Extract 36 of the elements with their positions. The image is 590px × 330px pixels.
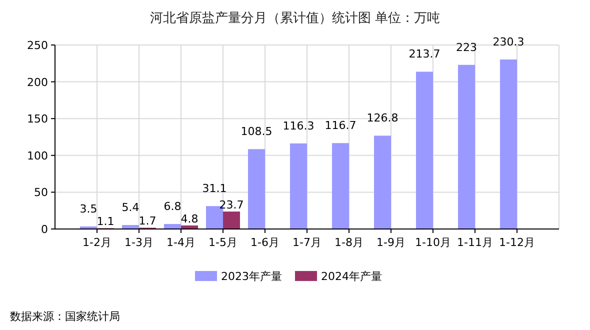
label: 213.7	[408, 48, 440, 61]
label: 31.1	[202, 182, 227, 196]
xtick: 1-8月	[334, 236, 364, 249]
ytick: 100	[27, 149, 48, 162]
label: 5.4	[122, 201, 140, 214]
xtick: 1-4月	[166, 236, 196, 249]
ytick: 250	[27, 39, 48, 52]
label: 3.5	[80, 202, 98, 216]
label: 1.7	[138, 214, 156, 228]
title: 河北省原盐产量分月（累计值）统计图 单位：万吨	[150, 11, 440, 26]
xtick: 1-10月	[415, 236, 451, 249]
label: 1.1	[96, 215, 114, 228]
ytick: 0	[41, 223, 48, 236]
label: 223	[456, 40, 477, 54]
label: 108.5	[240, 125, 272, 138]
legend: 2024年产量	[321, 270, 382, 283]
xtick: 1-7月	[292, 236, 322, 249]
xtick: 1-6月	[250, 236, 280, 249]
label: 116.3	[282, 119, 314, 132]
label: 6.8	[164, 200, 182, 213]
annotation: 数据来源：国家统计局	[10, 310, 120, 323]
legend: 2023年产量	[221, 270, 282, 283]
xtick: 1-9月	[376, 236, 406, 249]
xtick: 1-2月	[82, 236, 112, 249]
xtick: 1-12月	[499, 236, 535, 249]
label: 4.8	[180, 212, 198, 226]
label: 230.3	[492, 36, 524, 48]
ytick: 200	[27, 76, 48, 89]
ytick: 50	[34, 186, 48, 200]
label: 126.8	[366, 112, 398, 125]
ytick: 150	[27, 112, 48, 126]
label: 116.7	[324, 119, 356, 132]
label: 23.7	[219, 198, 244, 212]
xtick: 1-5月	[208, 236, 238, 249]
xtick: 1-11月	[457, 236, 493, 249]
xtick: 1-3月	[124, 236, 154, 249]
